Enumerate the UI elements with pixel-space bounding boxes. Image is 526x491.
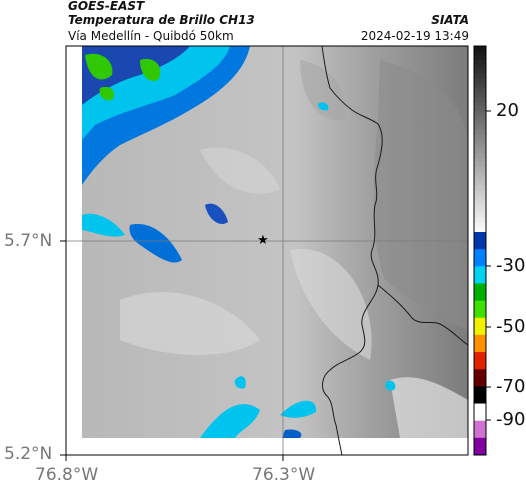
colorbar-segment [474, 300, 486, 319]
colorbar-segment [474, 50, 486, 56]
cold-cloud-top [280, 400, 317, 418]
colorbar-segment [474, 232, 486, 250]
colorbar-segment [474, 78, 486, 84]
department-boundary [321, 46, 383, 455]
colorbar-segment [474, 92, 486, 98]
colorbar-segment [474, 148, 486, 154]
lat-tick-label: 5.2°N [4, 444, 53, 464]
colorbar-segment [474, 139, 486, 145]
very-cold-cloud-top [85, 53, 113, 80]
colorbar-segment [474, 222, 486, 228]
map-area [66, 46, 468, 455]
colorbar-segment [474, 317, 486, 336]
colorbar-segment [474, 204, 486, 210]
colorbar-segment [474, 334, 486, 353]
colorbar-segment [474, 420, 486, 439]
colorbar-tick-label: 20 [496, 100, 519, 121]
colorbar-segment [474, 55, 486, 61]
colorbar-segment [474, 83, 486, 89]
cold-cloud-top [205, 203, 228, 225]
colorbar-segment [474, 218, 486, 224]
satellite-title: GOES-EAST [68, 0, 145, 13]
colorbar-tick-label: -90 [496, 409, 526, 430]
colorbar-segment [474, 185, 486, 191]
colorbar-segment [474, 157, 486, 163]
dark-cloud-region [373, 60, 468, 330]
colorbar-tick-label: -30 [496, 255, 526, 276]
light-patch [120, 292, 260, 355]
very-cold-cloud-top [99, 86, 115, 101]
cold-cloud-top [200, 404, 260, 438]
colorbar-segment [474, 176, 486, 182]
colorbar-segment [474, 59, 486, 66]
colorbar-segment [474, 369, 486, 387]
colorbar-segment [474, 352, 486, 370]
cold-cloud-top [234, 376, 246, 389]
colorbar-segment [474, 171, 486, 177]
colorbar-frame [473, 45, 487, 456]
colorbar-segment [474, 46, 486, 52]
colorbar [474, 46, 486, 456]
colorbar-segment [474, 152, 486, 159]
colorbar-segment [474, 106, 486, 112]
colorbar-segment [474, 166, 486, 173]
colorbar-segment [474, 180, 486, 186]
light-patch [200, 147, 280, 194]
department-boundary [377, 284, 468, 346]
cold-cloud-top [318, 102, 329, 111]
colorbar-segment [474, 162, 486, 168]
colorbar-segment [474, 437, 486, 456]
colorbar-segment [474, 125, 486, 131]
region-label: Vía Medellín - Quibdó 50km [68, 29, 234, 43]
colorbar-segment [474, 134, 486, 140]
colorbar-segment [474, 249, 486, 267]
datetime-label: 2024-02-19 13:49 [360, 29, 469, 43]
map-frame [65, 45, 469, 456]
lon-tick-label: 76.3°W [252, 465, 316, 485]
light-patch [290, 248, 372, 360]
colorbar-segment [474, 227, 486, 233]
colorbar-segment [474, 69, 486, 75]
cold-cloud-top [82, 213, 125, 237]
very-cold-cloud-top [140, 58, 161, 81]
colorbar-segment [474, 283, 486, 302]
colorbar-segment [474, 190, 486, 196]
colorbar-segment [474, 129, 486, 135]
colorbar-segment [474, 386, 486, 405]
lon-tick-label: 76.8°W [35, 465, 99, 485]
colorbar-tick-label: -50 [496, 316, 526, 337]
colorbar-segment [474, 120, 486, 126]
colorbar-segment [474, 143, 486, 149]
colorbar-segment [474, 199, 486, 205]
cold-cloud-top [385, 380, 396, 391]
colorbar-segment [474, 111, 486, 117]
colorbar-tick-label: -70 [496, 376, 526, 397]
colorbar-segment [474, 403, 486, 422]
colorbar-segment [474, 101, 486, 107]
colorbar-segment [474, 64, 486, 70]
colorbar-segment [474, 115, 486, 121]
colorbar-segment [474, 97, 486, 103]
location-star-icon: ★ [257, 233, 269, 248]
grey-patch [300, 60, 346, 121]
cold-cloud-top [82, 46, 190, 105]
agency-label: SIATA [431, 13, 469, 27]
light-patch [390, 377, 468, 438]
colorbar-segment [474, 194, 486, 200]
lat-tick-label: 5.7°N [4, 231, 53, 251]
product-title: Temperatura de Brillo CH13 [68, 13, 255, 27]
cold-cloud-top [282, 429, 302, 438]
colorbar-segment [474, 87, 486, 93]
colorbar-segment [474, 213, 486, 219]
colorbar-segment [474, 266, 486, 284]
colorbar-segment [474, 208, 486, 214]
colorbar-segment [474, 73, 486, 80]
cold-cloud-top [129, 224, 182, 263]
